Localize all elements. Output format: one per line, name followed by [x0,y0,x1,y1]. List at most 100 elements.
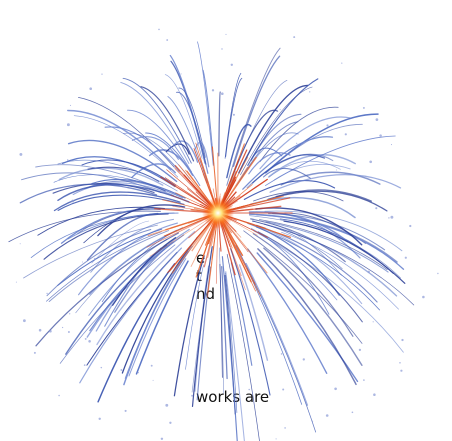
spark [326,124,329,127]
streak [67,212,175,240]
spark [323,329,325,331]
streak [123,251,189,386]
streak [104,247,162,327]
streak [61,156,176,188]
streak [238,84,309,174]
streak [77,208,184,235]
streak [232,55,281,167]
spark [93,257,97,261]
streak [257,231,363,323]
streak [251,220,415,306]
streak [96,230,196,346]
spark [334,387,337,391]
streak [67,139,178,183]
spark [83,364,86,366]
spark [344,133,347,136]
streak [19,183,158,204]
streak [264,210,403,252]
spark [284,427,286,429]
spark [335,169,337,171]
spark [66,159,69,161]
streak [72,182,174,196]
spark [390,215,394,219]
streak [248,211,349,243]
streak [57,194,185,211]
spark [351,411,354,414]
streak [235,132,299,187]
streak [135,260,189,375]
streak [176,91,207,165]
spark [49,329,52,333]
streak [59,244,176,364]
streak [226,47,281,186]
spark [399,362,401,364]
spark [401,338,404,342]
spark [150,364,153,367]
streak [253,230,404,353]
streak [52,182,155,194]
text-fragment: works are [196,388,270,406]
streak [247,222,340,296]
streak [272,224,342,276]
streak [81,159,176,187]
streak [225,272,238,413]
streak [97,263,176,403]
streak [228,79,288,187]
spark [375,118,379,121]
spark [312,420,314,422]
spark [15,281,17,283]
streak [46,231,162,302]
streak [226,254,260,441]
streak [219,263,223,378]
spark [296,142,298,145]
spark [309,91,311,93]
spark [400,369,403,372]
spark [69,104,72,106]
spark [67,331,70,333]
streak [197,41,214,166]
spark [248,388,250,391]
burst-center [202,197,234,229]
spark [369,160,373,164]
streak [265,221,389,273]
streak [248,213,405,270]
streak [265,135,396,186]
streak [259,226,363,305]
streak [245,262,309,406]
streak [247,248,328,374]
spark [58,394,60,397]
streak [235,245,317,433]
streak [256,252,359,383]
streak [259,116,351,170]
spark [422,295,425,299]
spark [280,353,283,355]
streak [48,230,169,302]
streak [124,245,193,379]
spark [100,366,103,369]
streak [173,255,205,397]
text-fragment: e [196,249,206,267]
spark [211,89,215,92]
spark [367,270,370,273]
streak [275,189,372,202]
spark [46,292,48,295]
streak [21,172,162,194]
streak [127,109,192,173]
streak [238,264,269,361]
spark [341,62,343,64]
spark [275,438,277,440]
streak [224,72,242,159]
spark [362,106,365,109]
spark [33,351,36,354]
streak [267,190,388,212]
streak [43,213,169,260]
streak [253,191,344,202]
blue-streaks [8,28,439,441]
streak [252,233,354,337]
spark [101,73,103,75]
spark [88,340,91,343]
streak [57,228,163,286]
streak [281,231,399,310]
streak [185,264,204,370]
streak [131,163,176,178]
